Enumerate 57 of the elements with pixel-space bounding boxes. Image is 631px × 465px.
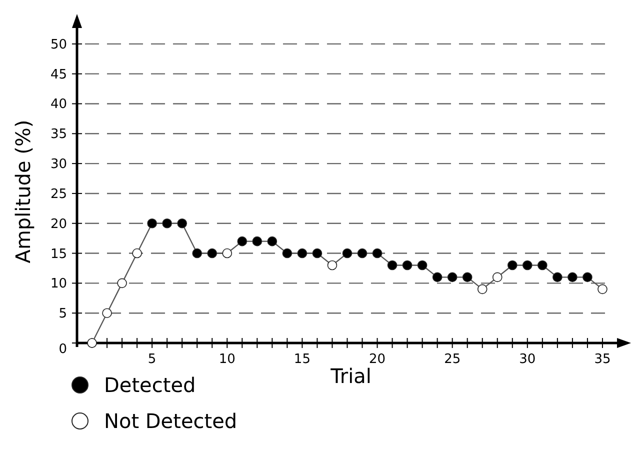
- y-tick-label: 0: [58, 342, 67, 357]
- y-tick-label: 15: [50, 246, 67, 262]
- y-tick-label: 20: [50, 216, 67, 232]
- y-axis-title: Amplitude (%): [11, 120, 35, 264]
- point: [312, 248, 322, 258]
- point: [372, 248, 382, 258]
- point: [492, 272, 502, 282]
- point: [507, 260, 518, 270]
- point: [147, 218, 157, 228]
- point: [402, 260, 412, 270]
- point: [462, 272, 472, 282]
- y-tick-label: 35: [50, 127, 67, 142]
- point: [568, 272, 578, 282]
- point: [552, 272, 562, 282]
- point: [207, 248, 218, 258]
- point: [117, 278, 127, 288]
- point: [102, 308, 112, 318]
- y-tick-label: 10: [50, 276, 67, 292]
- point: [598, 284, 608, 294]
- point: [222, 248, 232, 258]
- point: [522, 260, 532, 270]
- point: [282, 248, 292, 258]
- x-axis-title: Trial: [330, 364, 372, 388]
- point: [538, 260, 548, 270]
- point: [342, 248, 352, 258]
- point: [582, 272, 592, 282]
- point: [192, 248, 202, 258]
- legend-label: Detected: [104, 373, 196, 397]
- y-tick-label: 45: [50, 67, 67, 82]
- x-tick-label: 20: [369, 352, 386, 367]
- x-tick-label: 25: [444, 352, 461, 367]
- point: [327, 260, 338, 270]
- y-tick-label: 25: [50, 186, 67, 202]
- x-tick-label: 30: [519, 352, 536, 367]
- point: [162, 218, 172, 228]
- point: [132, 248, 142, 258]
- y-tick-label: 50: [50, 37, 67, 52]
- point: [357, 248, 368, 258]
- legend-label: Not Detected: [104, 409, 238, 433]
- point: [237, 236, 248, 246]
- point: [387, 260, 398, 270]
- point: [432, 272, 442, 282]
- point: [477, 284, 488, 294]
- point: [87, 338, 97, 348]
- x-tick-label: 15: [294, 352, 310, 367]
- point: [447, 272, 458, 282]
- point: [177, 218, 187, 228]
- x-tick-label: 35: [594, 352, 611, 367]
- point: [417, 260, 428, 270]
- y-tick-label: 30: [50, 157, 67, 172]
- y-tick-label: 40: [50, 97, 67, 112]
- x-tick-label: 10: [218, 352, 236, 367]
- point: [252, 236, 262, 246]
- x-tick-label: 5: [148, 352, 156, 367]
- point: [297, 248, 308, 258]
- y-tick-label: 5: [58, 306, 67, 322]
- point: [267, 236, 278, 246]
